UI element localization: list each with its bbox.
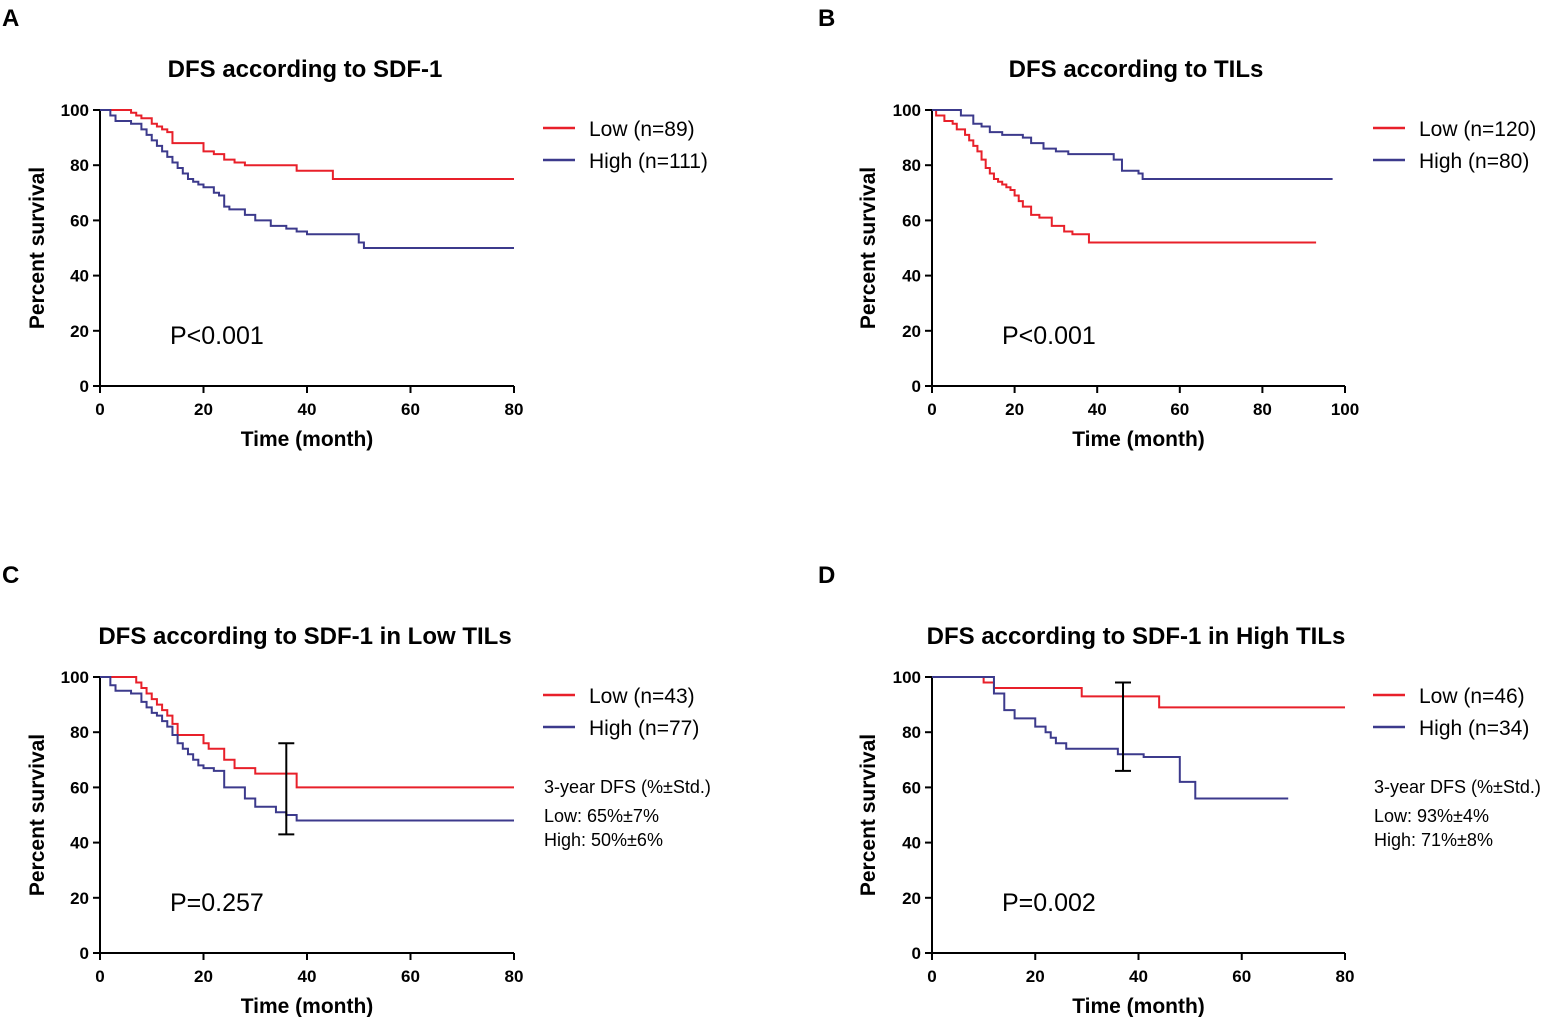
x-axis-label: Time (month) (241, 995, 374, 1017)
legend-label-low: Low (n=46) (1419, 685, 1525, 708)
panel-a: A DFS according to SDF-1 0 20 40 60 80 100 0 20 40… (2, 5, 708, 451)
y-tick-label: 20 (70, 889, 89, 908)
y-tick-label: 100 (893, 101, 921, 120)
y-tick-label: 20 (902, 322, 921, 341)
x-tick-label: 60 (401, 967, 420, 986)
y-tick-label: 40 (902, 267, 921, 286)
y-tick-label: 80 (902, 156, 921, 175)
y-tick-label: 100 (61, 668, 89, 687)
legend-label-high: High (n=34) (1419, 717, 1529, 740)
x-tick-label: 40 (1129, 967, 1148, 986)
x-tick-label: 20 (1005, 400, 1024, 419)
panel-letter: D (818, 562, 835, 589)
y-tick-label: 40 (902, 834, 921, 853)
y-axis-label: Percent survival (26, 167, 49, 329)
dfs-annotation-low: Low: 93%±4% (1374, 806, 1489, 826)
legend-label-high: High (n=77) (589, 717, 699, 740)
x-tick-label: 80 (505, 967, 524, 986)
x-tick-label: 40 (298, 967, 317, 986)
y-tick-label: 80 (70, 723, 89, 742)
series-line-low (100, 109, 514, 180)
y-tick-label: 20 (70, 322, 89, 341)
x-axis-label: Time (month) (241, 428, 374, 451)
p-value: P<0.001 (1002, 322, 1096, 350)
chart-title: DFS according to TILs (1009, 56, 1264, 83)
y-tick-label: 20 (902, 889, 921, 908)
y-tick-label: 60 (70, 778, 89, 797)
y-axis-label: Percent survival (857, 167, 880, 329)
x-tick-label: 40 (298, 400, 317, 419)
y-tick-label: 60 (70, 211, 89, 230)
series-line-low (100, 676, 514, 789)
x-tick-label: 20 (194, 967, 213, 986)
x-tick-label: 80 (1253, 400, 1272, 419)
p-value: P=0.002 (1002, 889, 1096, 917)
y-tick-label: 0 (80, 944, 89, 963)
x-tick-label: 60 (1170, 400, 1189, 419)
legend-label-high: High (n=80) (1419, 150, 1529, 173)
panel-letter: B (818, 5, 835, 32)
chart-title: DFS according to SDF-1 in Low TILs (98, 623, 511, 650)
y-tick-label: 100 (893, 668, 921, 687)
y-axis-label: Percent survival (857, 734, 880, 896)
legend-label-low: Low (n=89) (589, 118, 695, 141)
panel-d: D DFS according to SDF-1 in High TILs 0 20 4… (818, 562, 1541, 1017)
x-tick-label: 0 (95, 967, 104, 986)
panel-b: B DFS according to TILs 0 20 40 60 80 100 0 20 40 6… (818, 5, 1536, 451)
panel-letter: C (2, 562, 19, 589)
panel-letter: A (2, 5, 19, 32)
x-tick-label: 60 (401, 400, 420, 419)
y-tick-label: 100 (61, 101, 89, 120)
x-tick-label: 0 (95, 400, 104, 419)
p-value: P=0.257 (170, 889, 264, 917)
y-tick-label: 40 (70, 267, 89, 286)
dfs-annotation-low: Low: 65%±7% (544, 806, 659, 826)
p-value: P<0.001 (170, 322, 264, 350)
legend-label-high: High (n=111) (589, 150, 708, 173)
x-tick-label: 20 (194, 400, 213, 419)
y-tick-label: 0 (912, 377, 921, 396)
panel-c: C DFS according to SDF-1 in Low TILs 0 20 40… (2, 562, 711, 1017)
x-tick-label: 80 (505, 400, 524, 419)
series-line-low (932, 109, 1317, 244)
y-tick-label: 60 (902, 778, 921, 797)
y-tick-label: 80 (70, 156, 89, 175)
x-tick-label: 0 (927, 400, 936, 419)
x-tick-label: 100 (1331, 400, 1359, 419)
chart-title: DFS according to SDF-1 (168, 56, 443, 83)
series-line-high (932, 109, 1333, 180)
dfs-annotation-high: High: 71%±8% (1374, 830, 1493, 850)
y-tick-label: 60 (902, 211, 921, 230)
legend-label-low: Low (n=43) (589, 685, 695, 708)
y-tick-label: 0 (80, 377, 89, 396)
y-tick-label: 80 (902, 723, 921, 742)
dfs-annotation-header: 3-year DFS (%±Std.) (544, 777, 711, 797)
x-tick-label: 0 (927, 967, 936, 986)
legend-label-low: Low (n=120) (1419, 118, 1536, 141)
y-tick-label: 0 (912, 944, 921, 963)
chart-title: DFS according to SDF-1 in High TILs (927, 623, 1346, 650)
series-line-high (100, 109, 514, 249)
x-tick-label: 40 (1088, 400, 1107, 419)
x-tick-label: 60 (1232, 967, 1251, 986)
x-axis-label: Time (month) (1072, 995, 1205, 1017)
x-tick-label: 20 (1026, 967, 1045, 986)
x-tick-label: 80 (1336, 967, 1355, 986)
dfs-annotation-header: 3-year DFS (%±Std.) (1374, 777, 1541, 797)
y-axis-label: Percent survival (26, 734, 49, 896)
series-line-high (932, 676, 1289, 800)
y-tick-label: 40 (70, 834, 89, 853)
series-line-high (100, 676, 514, 822)
dfs-annotation-high: High: 50%±6% (544, 830, 663, 850)
x-axis-label: Time (month) (1072, 428, 1205, 451)
